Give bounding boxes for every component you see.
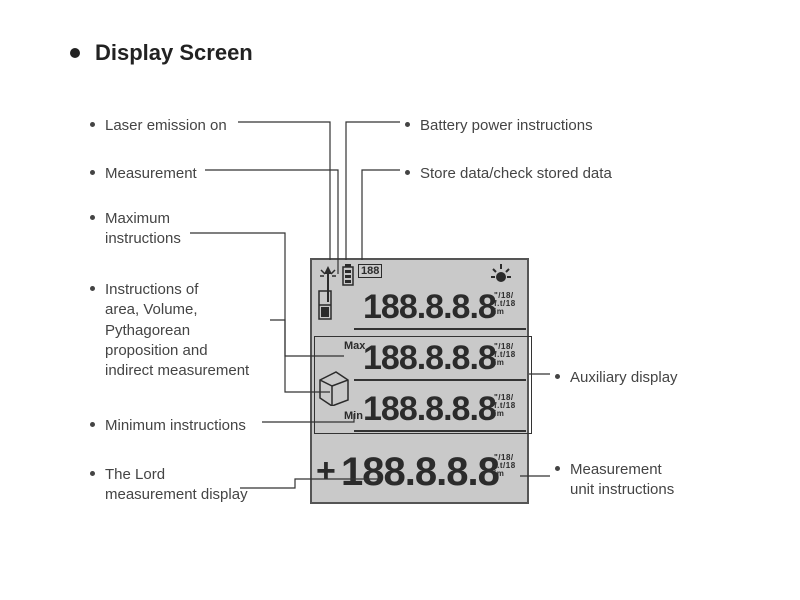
bullet-min	[90, 422, 95, 427]
unit-block: "/18/ f.t/18 im	[494, 292, 516, 316]
ruler-icon	[318, 290, 332, 320]
label-area: Instructions of area, Volume, Pythagorea…	[105, 280, 249, 381]
unit-block: "/18/ f.t/18 im	[494, 454, 516, 478]
section-title: Display Screen	[95, 40, 253, 66]
light-bulb-icon	[490, 264, 512, 286]
title-bullet-icon	[70, 48, 80, 58]
bullet-laser	[90, 122, 95, 127]
bullet-aux	[555, 374, 560, 379]
storage-icon-text: 188	[358, 264, 382, 278]
label-max: Maximum instructions	[105, 209, 181, 250]
label-batt: Battery power instructions	[420, 116, 593, 136]
battery-icon	[342, 264, 354, 286]
aux-reading: 188.8.8.8	[363, 288, 496, 327]
aux-display-frame	[314, 336, 532, 434]
label-laser: Laser emission on	[105, 116, 227, 136]
label-meas: Measurement	[105, 164, 197, 184]
bullet-max	[90, 215, 95, 220]
bullet-lord	[90, 471, 95, 476]
leader-line	[346, 122, 400, 260]
leader-line	[238, 122, 330, 260]
label-min: Minimum instructions	[105, 416, 246, 436]
bullet-batt	[405, 122, 410, 127]
leader-line	[362, 170, 400, 260]
label-lord: The Lord measurement display	[105, 465, 248, 506]
main-reading: 188.8.8.8	[341, 450, 499, 495]
bullet-meas	[90, 170, 95, 175]
bullet-area	[90, 286, 95, 291]
label-aux: Auxiliary display	[570, 368, 678, 388]
bullet-unit	[555, 466, 560, 471]
plus-symbol: +	[316, 452, 336, 491]
label-store: Store data/check stored data	[420, 164, 612, 184]
label-unit: Measurement unit instructions	[570, 460, 674, 501]
bullet-store	[405, 170, 410, 175]
row-divider	[354, 328, 526, 330]
page: { "title": "Display Screen", "lcd": { "b…	[0, 0, 800, 600]
